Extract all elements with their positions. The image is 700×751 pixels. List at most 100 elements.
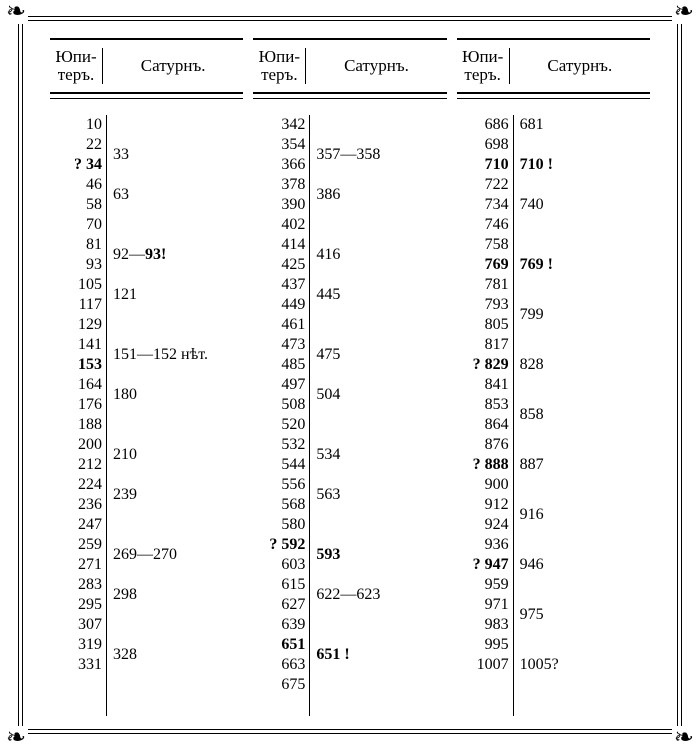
table-cell: 164 <box>50 375 102 395</box>
table-cell: 259 <box>50 535 102 555</box>
header-text: Юпи- <box>55 47 96 66</box>
table-cell: 354 <box>253 135 305 155</box>
table-cell: 983 <box>457 615 509 635</box>
table-cell: 858 <box>520 395 650 435</box>
table-body: 686698710722734746758769781793805817? 82… <box>457 99 650 716</box>
table-cell: 461 <box>253 315 305 335</box>
cell-text-bold: 93! <box>145 245 166 265</box>
table-cell: 342 <box>253 115 305 135</box>
table-cell: 698 <box>457 135 509 155</box>
table-cell: 180 <box>113 375 243 415</box>
table-cell <box>316 515 446 535</box>
table-cell <box>316 415 446 435</box>
table-cell: 366 <box>253 155 305 175</box>
corner-ornament-icon: ❧ <box>4 726 28 750</box>
table-cell: 92—93! <box>113 235 243 275</box>
table-cell: 876 <box>457 435 509 455</box>
table-cell <box>520 475 650 495</box>
table-cell: 504 <box>316 375 446 415</box>
col-header-jupiter: Юпи-теръ. <box>457 48 510 84</box>
jupiter-values: 686698710722734746758769781793805817? 82… <box>457 115 514 716</box>
table-cell: 971 <box>457 595 509 615</box>
table-cell: 93 <box>50 255 102 275</box>
col-header-jupiter: Юпи-теръ. <box>50 48 103 84</box>
table-cell: 912 <box>457 495 509 515</box>
table-cell: 46 <box>50 175 102 195</box>
col-header-saturn: Сатурнъ. <box>510 57 650 75</box>
table-cell: 853 <box>457 395 509 415</box>
table-cell: 81 <box>50 235 102 255</box>
table-head: Юпи-теръ.Сатурнъ. <box>457 38 650 93</box>
table-cell: 425 <box>253 255 305 275</box>
header-text: теръ. <box>464 65 501 84</box>
table-cell: 508 <box>253 395 305 415</box>
header-text: Юпи- <box>462 47 503 66</box>
table-cell: 769 <box>457 255 509 275</box>
table-cell: 563 <box>316 475 446 515</box>
table-cell <box>316 215 446 235</box>
table-cell: 1007 <box>457 655 509 675</box>
table-cell: 386 <box>316 175 446 215</box>
table-cell <box>316 695 446 715</box>
table-cell: 151—152 нѣт. <box>113 335 243 375</box>
table-cell: 271 <box>50 555 102 575</box>
table-body: 3423543663783904024144254374494614734854… <box>253 99 446 716</box>
cell-text: 92— <box>113 245 145 265</box>
saturn-values: 681710 !740769 !799828858887916946975100… <box>514 115 650 716</box>
table-cell: 622—623 <box>316 575 446 615</box>
table-cell <box>113 515 243 535</box>
table-cell: 117 <box>50 295 102 315</box>
table-cell: 437 <box>253 275 305 295</box>
header-text: теръ. <box>58 65 95 84</box>
table-cell: 70 <box>50 215 102 235</box>
table-cell <box>520 175 650 195</box>
table-cell: 295 <box>50 595 102 615</box>
table-cell: 841 <box>457 375 509 395</box>
table-cell <box>520 215 650 235</box>
table-cell: 651 <box>253 635 305 655</box>
table-cell <box>520 635 650 655</box>
header-text: теръ. <box>261 65 298 84</box>
table-cell: 357—358 <box>316 135 446 175</box>
table-cell: ? 592 <box>253 535 305 555</box>
table-cell: 639 <box>253 615 305 635</box>
table-cell: 603 <box>253 555 305 575</box>
table-cell: ? 34 <box>50 155 102 175</box>
table-cell: ? 888 <box>457 455 509 475</box>
table-cell: 58 <box>50 195 102 215</box>
table-head-row: Юпи-теръ.Сатурнъ. <box>457 40 650 92</box>
table-cell: 722 <box>457 175 509 195</box>
table-cell <box>316 615 446 635</box>
table-cell: 959 <box>457 575 509 595</box>
table-cell <box>113 415 243 435</box>
table-cell: 10 <box>50 115 102 135</box>
table-head-row: Юпи-теръ.Сатурнъ. <box>253 40 446 92</box>
table-cell: 758 <box>457 235 509 255</box>
table-cell: 675 <box>253 675 305 695</box>
table-cell: 239 <box>113 475 243 515</box>
table-cell: 740 <box>520 195 650 215</box>
table-cell: 328 <box>113 635 243 675</box>
saturn-values: 336392—93!121151—152 нѣт.180210239269—27… <box>107 115 243 716</box>
table-cell: 710 <box>457 155 509 175</box>
col-header-saturn: Сатурнъ. <box>103 57 243 75</box>
table-cell: 298 <box>113 575 243 615</box>
table-cell: 781 <box>457 275 509 295</box>
table-cell <box>520 535 650 555</box>
table-cell: 627 <box>253 595 305 615</box>
table-cell: 793 <box>457 295 509 315</box>
table-cell: 445 <box>316 275 446 315</box>
table-cell: 402 <box>253 215 305 235</box>
table-column: Юпи-теръ.Сатурнъ.1022? 34465870819310511… <box>50 38 243 716</box>
table-cell: 710 ! <box>520 155 650 175</box>
table-cell: 615 <box>253 575 305 595</box>
table-cell: 556 <box>253 475 305 495</box>
table-cell: 805 <box>457 315 509 335</box>
table-cell: 534 <box>316 435 446 475</box>
table-cell: 212 <box>50 455 102 475</box>
table-cell: 153 <box>50 355 102 375</box>
table-cell: 416 <box>316 235 446 275</box>
table-cell: 475 <box>316 335 446 375</box>
table-cell: 520 <box>253 415 305 435</box>
table-cell: 828 <box>520 355 650 375</box>
